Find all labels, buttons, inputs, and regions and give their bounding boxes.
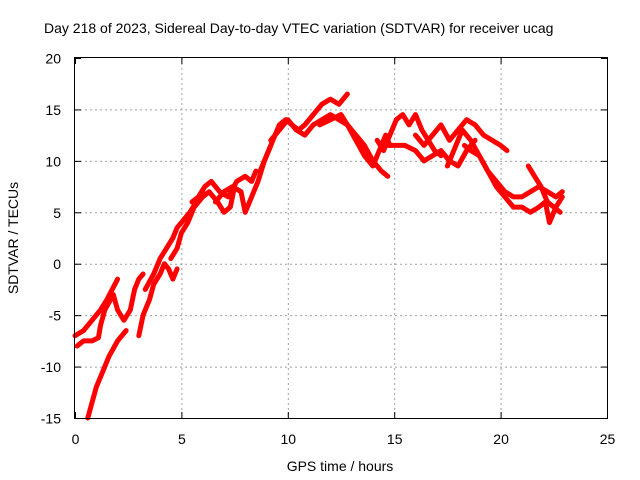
- series-track-2: [74, 271, 146, 349]
- data-series: [72, 91, 565, 421]
- series-track-12: [374, 112, 444, 159]
- y-axis-label: SDTVAR / TECUs: [5, 182, 21, 294]
- series-track-13: [381, 137, 478, 169]
- series-track-17: [525, 163, 563, 215]
- series-track-6: [168, 184, 238, 262]
- series-track-1: [72, 276, 121, 339]
- series-track-16: [461, 142, 565, 226]
- series-track-3: [85, 328, 129, 421]
- chart-title: Day 218 of 2023, Sidereal Day-to-day VTE…: [44, 20, 553, 36]
- x-tick-label: 25: [600, 431, 616, 447]
- series-track-10: [268, 112, 391, 179]
- series-track-15: [444, 127, 565, 200]
- y-tick-labels: -15 -10 -5 0 5 10 15 20: [41, 51, 61, 427]
- y-tick-label: 10: [45, 153, 61, 169]
- x-tick-label: 10: [281, 431, 297, 447]
- x-tick-labels: 0 5 10 15 20 25: [72, 431, 616, 447]
- y-tick-label: 0: [53, 256, 61, 272]
- x-axis-label: GPS time / hours: [287, 458, 394, 474]
- y-tick-label: 20: [45, 51, 61, 67]
- x-tick-label: 5: [178, 431, 186, 447]
- x-tick-label: 20: [493, 431, 509, 447]
- grid-lines: [75, 58, 607, 418]
- x-tick-label: 0: [72, 431, 80, 447]
- series-track-14: [413, 117, 510, 154]
- y-tick-label: -5: [49, 308, 62, 324]
- series-track-4: [136, 261, 180, 339]
- x-tick-label: 15: [387, 431, 403, 447]
- y-tick-label: -15: [41, 411, 61, 427]
- y-tick-label: 5: [53, 205, 61, 221]
- y-tick-label: 15: [45, 102, 61, 118]
- y-tick-label: -10: [41, 359, 61, 375]
- plot-frame: [74, 57, 608, 419]
- series-track-11: [317, 112, 393, 169]
- axis-ticks: [75, 58, 608, 419]
